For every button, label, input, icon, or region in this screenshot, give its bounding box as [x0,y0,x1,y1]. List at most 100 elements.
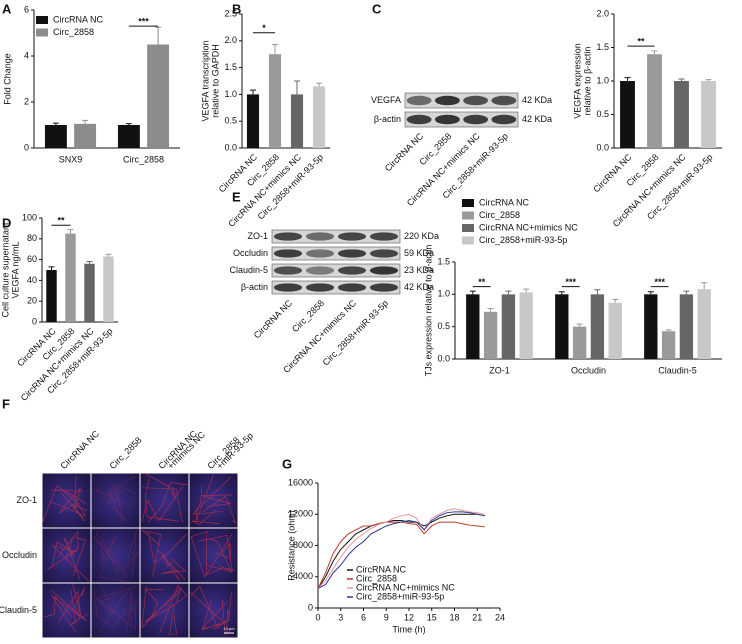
cell-junctions [93,584,138,634]
row-label: Occludin [2,550,37,560]
y-tick-label: 0.5 [224,116,237,126]
error-bar [469,290,476,295]
bar [697,289,711,359]
blot-band [369,283,399,292]
y-tick-label: 2 [24,96,29,106]
y-axis-label: VEGFA expression [572,43,582,119]
bar [620,81,635,148]
legend-label: Circ_2858 [53,27,94,37]
y-tick-label: 0.5 [596,109,609,119]
blot-row-label: ZO-1 [247,231,268,241]
error-bar [67,228,74,234]
blot-row-label: VEGFA [371,95,401,105]
micrograph [91,528,140,583]
y-tick-label: 12000 [288,509,313,519]
error-bar [86,261,93,264]
y-tick-label: 16000 [288,477,313,487]
error-bar [125,123,132,125]
error-bar [624,77,631,81]
error-bar [647,291,654,295]
y-tick-label: 1.5 [437,256,450,266]
blot-size-label: 42 KDa [404,282,434,292]
cell-junctions [190,530,235,578]
y-tick-label: 4 [24,50,29,60]
significance-label: * [262,23,266,33]
blot-band [305,232,335,241]
y-tick-label: 0.0 [224,142,237,152]
blot-strip [271,229,401,244]
x-tick-label: 9 [384,612,389,622]
row-label: Claudin-5 [0,605,37,615]
cell-junctions [47,530,89,581]
y-tick-label: 0 [24,142,29,152]
cell-junctions [191,474,237,525]
error-bar [52,122,59,125]
legend-swatch [462,199,474,207]
x-tick-label: 12 [404,612,414,622]
y-tick-label: 0.0 [437,353,450,363]
blot-band [337,249,367,258]
legend-label: Circ_2858 [479,210,520,220]
bar [674,81,689,148]
panel-letter: A [2,1,12,16]
bar [572,326,587,359]
y-axis-label: Fold Change [2,53,12,105]
blot-strip [271,280,401,295]
blot-band [337,232,367,241]
x-tick-label: Claudin-5 [658,365,697,375]
bar [268,54,282,149]
y-tick-label: 0 [32,316,37,326]
y-tick-label: 20 [27,296,37,306]
series-line [317,513,485,589]
micrograph [91,583,140,638]
micrograph [91,473,140,528]
panel-letter: C [372,1,382,16]
y-tick-label: 2.5 [224,8,237,18]
bar [647,54,662,149]
series-line [317,511,485,589]
y-tick-label: 0.5 [437,321,450,331]
bar [117,125,140,148]
y-axis-label: Resistance (ohm) [286,510,296,581]
y-tick-label: 100 [22,212,37,222]
cell-junctions [190,585,232,636]
y-axis-label: Cell culture supernatant [0,222,10,318]
y-tick-label: 2.0 [224,35,237,45]
bar [44,125,67,148]
cell-junctions [44,583,89,633]
legend-swatch [462,236,474,245]
column-label: Circ_2858 [108,435,144,471]
blot-band [406,95,432,106]
significance-label: *** [654,277,665,287]
significance-label: *** [138,16,149,26]
error-bar [683,290,690,295]
series-line [317,521,485,589]
legend-label: CircRNA NC [53,14,104,24]
blot-band [273,232,303,241]
blot-band [434,114,460,125]
error-bar [678,78,685,81]
x-tick-label: Circ_2858 [123,154,164,164]
blot-band [369,249,399,258]
blot-band [273,283,303,292]
error-bar [316,82,322,87]
error-bar [651,50,658,55]
bar [74,123,97,148]
error-bar [665,329,672,332]
bar [84,263,95,322]
panel-letter: E [232,189,241,204]
panel-letter: B [232,1,241,16]
y-tick-label: 6 [24,4,29,14]
blot-band [491,95,517,106]
blot-strip [404,111,519,128]
bar [290,94,304,148]
x-tick-label: 15 [427,612,437,622]
panel-letter: D [2,215,11,230]
bar [501,294,516,359]
blot-strip [271,246,401,261]
x-axis-label: Time (h) [392,624,425,634]
error-bar [272,44,278,55]
blot-band [305,249,335,258]
scale-bar-label: 10 μm [223,626,235,631]
y-tick-label: 1.0 [596,75,609,85]
